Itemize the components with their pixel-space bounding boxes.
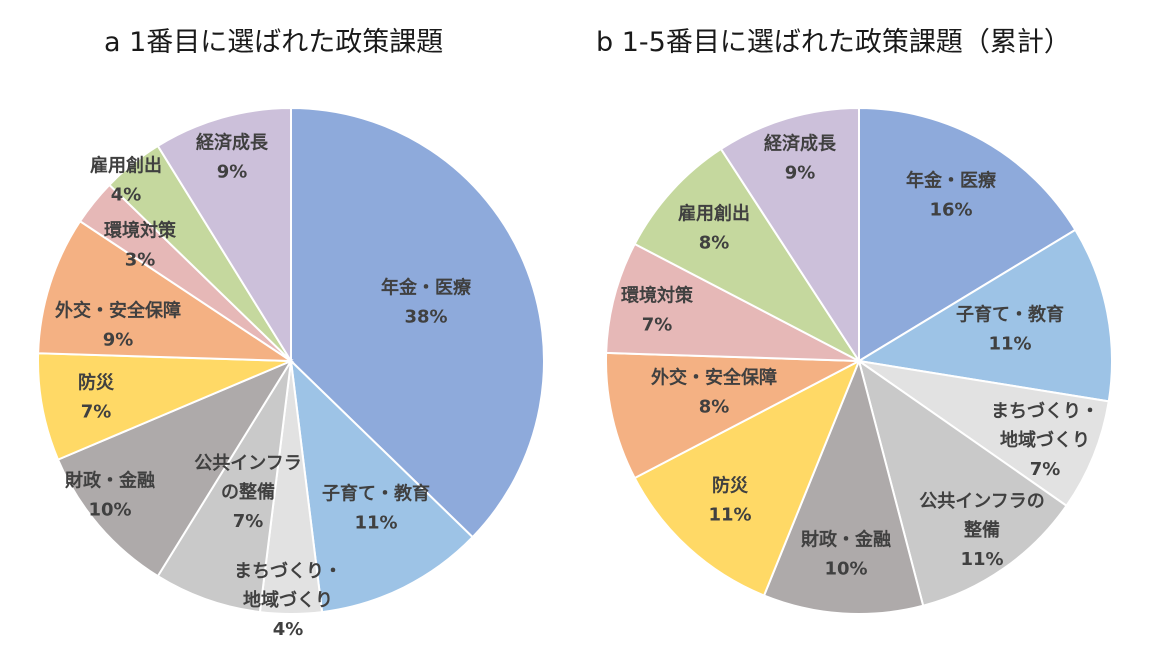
pie-slice	[858, 360, 1110, 508]
slice-label: まちづくり・地域づくり 7%	[991, 401, 1099, 480]
pie-slice	[289, 358, 475, 614]
slice-label: 外交・安全保障 8%	[651, 367, 777, 418]
pie-slice	[605, 351, 863, 480]
pie-slice	[605, 242, 860, 362]
pie-slice	[858, 106, 1077, 363]
pie-a: 年金・医療 38% 子育て・教育 11% まちづくり・地域づくり 4% 公共インフラの整備 7…	[37, 106, 545, 640]
slice-label: 子育て・教育 11%	[956, 304, 1064, 355]
slice-label: 財政・金融 10%	[65, 470, 155, 521]
slice-label: 公共インフラの整備 11%	[919, 491, 1044, 570]
slice-label: 防災 7%	[78, 372, 115, 423]
pie-slice	[290, 106, 545, 539]
slice-label: 外交・安全保障 9%	[55, 300, 181, 351]
slice-label: 年金・医療 16%	[906, 170, 997, 221]
pie-slice	[762, 357, 925, 615]
pie-slice	[719, 106, 860, 365]
pie-slice	[633, 358, 861, 597]
slice-label: 環境対策 3%	[104, 220, 177, 271]
pie-slice	[37, 219, 295, 363]
chart-a-title: a 1番目に選ばれた政策課題	[104, 27, 444, 58]
slice-label: 雇用創出 8%	[678, 203, 750, 254]
slice-label: 子育て・教育 11%	[322, 483, 430, 534]
pie-slice	[857, 358, 1068, 607]
slice-label: 防災 11%	[708, 475, 751, 526]
pie-slice	[56, 358, 294, 578]
slice-label: 経済成長 9%	[196, 132, 269, 183]
pie-slice	[856, 228, 1113, 403]
slice-label: まちづくり・地域づくり 4%	[234, 561, 342, 640]
slice-label: 公共インフラの整備 7%	[194, 453, 301, 532]
pie-slice	[156, 360, 292, 614]
slice-label: 年金・医療 38%	[381, 277, 472, 328]
pie-slice	[37, 352, 292, 461]
pie-b: 年金・医療 16% 子育て・教育 11% まちづくり・地域づくり 7% 公共インフラの整備 1…	[605, 106, 1113, 615]
slice-label: 環境対策 7%	[621, 285, 694, 336]
pie-slice	[156, 106, 292, 365]
chart-b-title: b 1-5番目に選ばれた政策課題（累計）	[596, 27, 1071, 58]
slice-label: 経済成長 9%	[764, 133, 837, 184]
slice-label: 財政・金融 10%	[801, 529, 891, 580]
pie-slice	[633, 147, 862, 364]
slice-label: 雇用創出 4%	[90, 155, 162, 206]
